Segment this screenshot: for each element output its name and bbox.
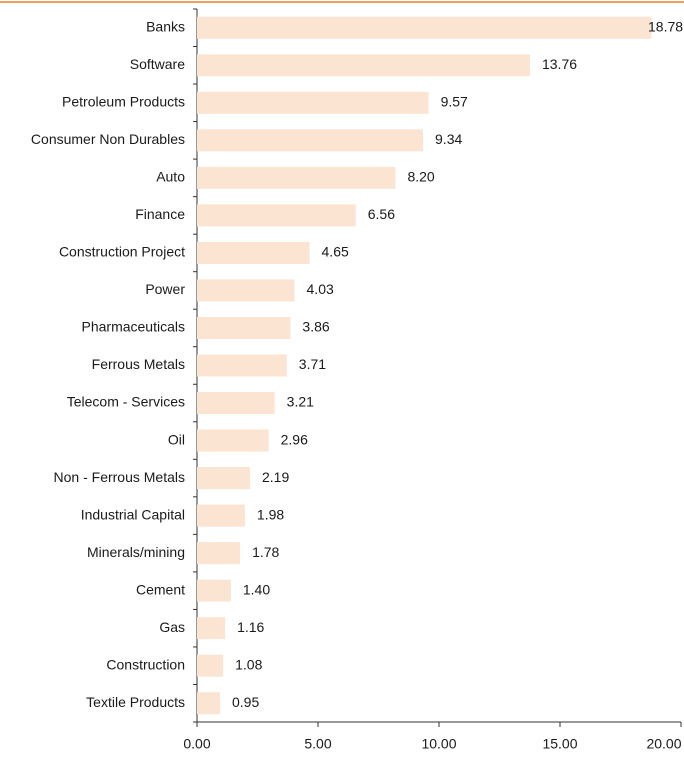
value-label: 3.71 — [299, 356, 326, 372]
value-label: 0.95 — [232, 694, 259, 710]
bar — [197, 354, 287, 377]
value-label: 9.57 — [441, 94, 468, 110]
bar — [197, 241, 310, 264]
bar — [197, 392, 275, 415]
bar — [197, 504, 245, 527]
value-label: 4.03 — [307, 281, 334, 297]
bar — [197, 279, 295, 302]
value-label: 1.08 — [235, 656, 262, 672]
value-label: 13.76 — [542, 56, 577, 72]
y-tick-label: Non - Ferrous Metals — [54, 469, 185, 485]
y-tick-label: Banks — [146, 18, 185, 34]
value-label: 4.65 — [322, 244, 349, 260]
x-tick-label: 20.00 — [646, 736, 681, 752]
y-tick-label: Finance — [135, 206, 185, 222]
y-tick-label: Construction — [106, 656, 185, 672]
value-label: 2.96 — [281, 431, 308, 447]
x-tick-label: 5.00 — [304, 736, 331, 752]
value-label: 2.19 — [262, 469, 289, 485]
value-label: 1.98 — [257, 506, 284, 522]
bar — [197, 166, 396, 189]
bar — [197, 316, 291, 339]
y-tick-label: Software — [130, 56, 185, 72]
x-tick-label: 10.00 — [421, 736, 456, 752]
bar — [197, 204, 356, 227]
value-label: 18.78 — [648, 18, 683, 34]
bar — [197, 54, 530, 77]
y-tick-label: Cement — [136, 581, 185, 597]
y-tick-label: Auto — [156, 169, 185, 185]
y-tick-label: Power — [145, 281, 185, 297]
bar — [197, 654, 224, 677]
y-tick-label: Oil — [168, 431, 185, 447]
value-label: 1.16 — [237, 619, 264, 635]
value-label: 3.21 — [287, 394, 314, 410]
bar — [197, 16, 652, 39]
y-tick-label: Textile Products — [86, 694, 185, 710]
bar — [197, 542, 241, 565]
y-tick-label: Petroleum Products — [62, 94, 185, 110]
bar — [197, 429, 269, 452]
value-label: 8.20 — [407, 169, 434, 185]
bar — [197, 617, 226, 640]
x-tick-label: 0.00 — [183, 736, 210, 752]
value-label: 3.86 — [302, 319, 329, 335]
y-tick-label: Telecom - Services — [67, 394, 185, 410]
y-tick-label: Gas — [159, 619, 185, 635]
y-tick-label: Construction Project — [59, 244, 185, 260]
bar — [197, 91, 429, 114]
value-label: 1.78 — [252, 544, 279, 560]
value-label: 1.40 — [243, 581, 270, 597]
y-tick-label: Pharmaceuticals — [82, 319, 186, 335]
bar — [197, 692, 220, 715]
x-tick-label: 15.00 — [542, 736, 577, 752]
y-tick-label: Ferrous Metals — [92, 356, 185, 372]
y-tick-label: Minerals/mining — [87, 544, 185, 560]
y-tick-label: Industrial Capital — [81, 506, 185, 522]
bar — [197, 579, 231, 602]
bar — [197, 129, 424, 152]
y-tick-label: Consumer Non Durables — [31, 131, 185, 147]
bar — [197, 467, 250, 490]
value-label: 6.56 — [368, 206, 395, 222]
value-label: 9.34 — [435, 131, 462, 147]
